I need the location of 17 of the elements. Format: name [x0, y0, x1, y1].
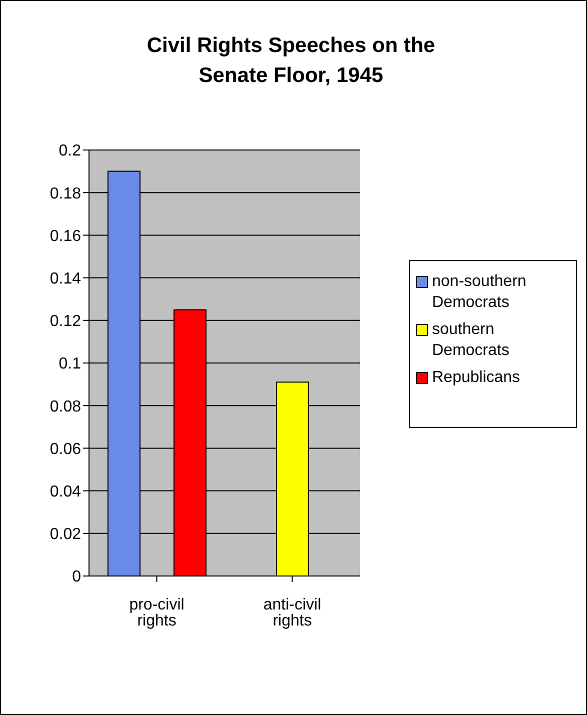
x-tick-label: pro-civil rights [129, 596, 184, 630]
y-tick-label: 0.06 [50, 440, 82, 458]
chart-title: Civil Rights Speeches on the Senate Floor, 1945 [146, 33, 436, 89]
y-tick-label: 0.08 [50, 398, 82, 416]
y-tick-label: 0.04 [50, 483, 82, 500]
y-tick-label: 0.02 [50, 526, 82, 544]
y-tick-label: 0.12 [50, 313, 82, 330]
x-tick-label: anti-civil rights [263, 596, 322, 630]
legend-label: southern Democrats [432, 320, 510, 361]
y-tick-label: 0.16 [50, 228, 82, 245]
y-tick-label: 0.2 [58, 142, 82, 160]
y-tick-label: 0.18 [50, 185, 82, 202]
y-tick-label: 0.1 [58, 356, 82, 373]
y-tick-label: 0.14 [50, 270, 82, 288]
y-tick-label: 0 [72, 568, 82, 586]
legend-label: Republicans [432, 368, 520, 388]
legend-label: non-southern Democrats [432, 272, 528, 313]
